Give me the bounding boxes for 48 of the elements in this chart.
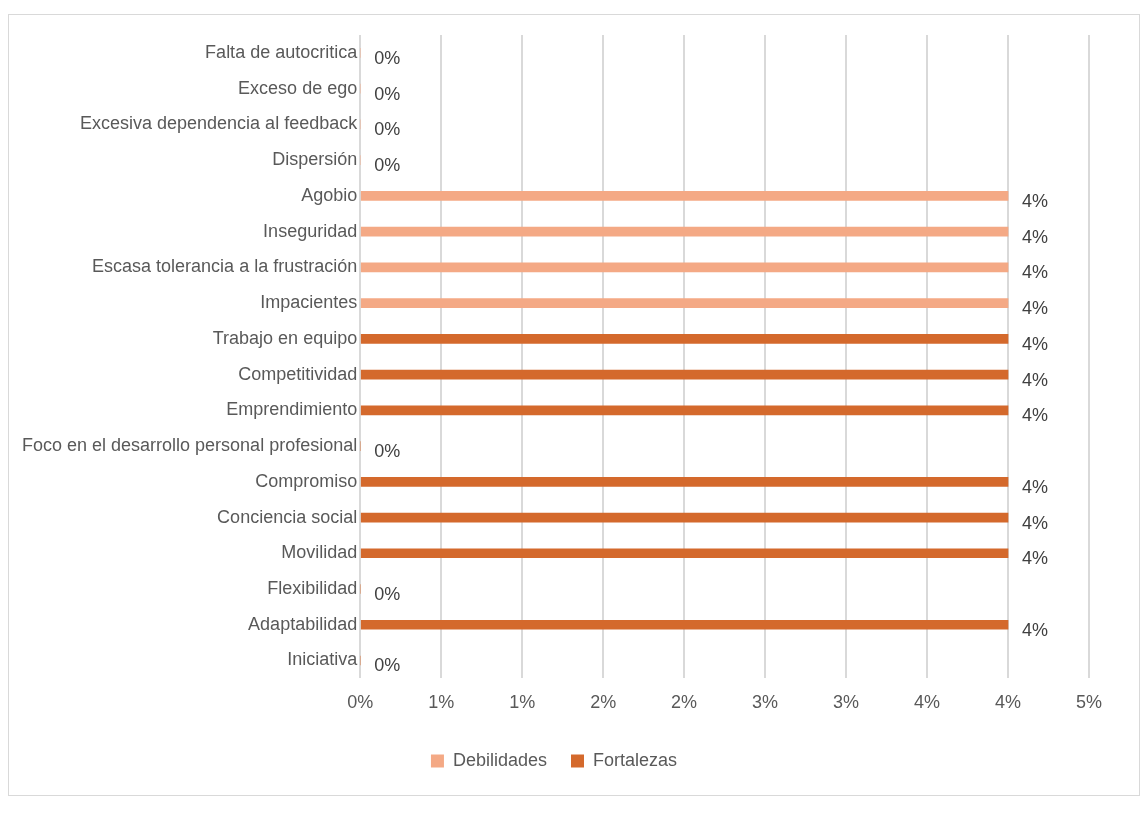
x-tick-label: 3% [833, 692, 860, 713]
y-tick-label: Trabajo en equipo [212, 327, 358, 348]
y-tick-label: Excesiva dependencia al feedback [79, 113, 359, 134]
x-tick-label: 0% [347, 692, 374, 713]
y-tick-label: Agobio [301, 184, 358, 205]
x-tick-label: 5% [1075, 692, 1103, 713]
data-label: 4% [1022, 190, 1049, 211]
x-tick-label: 2% [671, 692, 698, 713]
legend-label: Debilidades [452, 749, 548, 770]
y-tick-label: Escasa tolerancia a la frustración [92, 256, 358, 277]
data-label: 0% [374, 655, 401, 676]
data-label: 4% [1022, 226, 1049, 247]
x-tick-label: 1% [428, 692, 455, 713]
data-label: 4% [1022, 262, 1049, 283]
x-tick-label: 4% [995, 692, 1022, 713]
data-label: 4% [1022, 476, 1049, 497]
data-label: 0% [374, 119, 401, 140]
legend-label: Fortalezas [593, 749, 678, 770]
data-label: 4% [1022, 512, 1049, 533]
data-label: 4% [1022, 548, 1049, 569]
data-label: 4% [1022, 619, 1049, 640]
data-label: 0% [374, 584, 401, 605]
y-tick-label: Conciencia social [217, 506, 358, 527]
data-label: 0% [374, 441, 401, 462]
y-tick-label: Movilidad [281, 542, 358, 563]
y-tick-label: Adaptabilidad [248, 613, 358, 634]
y-tick-label: Inseguridad [263, 220, 358, 241]
y-tick-label: Iniciativa [287, 649, 359, 670]
data-label: 0% [374, 155, 401, 176]
data-label: 4% [1022, 333, 1049, 354]
data-label: 4% [1022, 369, 1049, 390]
data-label: 0% [374, 47, 401, 68]
x-tick-label: 4% [914, 692, 941, 713]
y-tick-label: Foco en el desarrollo personal profesional [21, 435, 358, 456]
data-label: 4% [1022, 298, 1049, 319]
x-tick-label: 1% [509, 692, 536, 713]
y-tick-label: Compromiso [255, 470, 358, 491]
y-tick-label: Competitividad [238, 363, 358, 384]
data-label: 0% [374, 83, 401, 104]
y-tick-label: Emprendimiento [226, 399, 358, 420]
y-tick-label: Flexibilidad [267, 578, 358, 599]
data-label: 4% [1022, 405, 1049, 426]
x-tick-label: 2% [590, 692, 617, 713]
y-tick-label: Dispersión [272, 149, 358, 170]
y-tick-label: Exceso de ego [238, 77, 358, 98]
y-tick-label: Impacientes [260, 292, 358, 313]
y-tick-label: Falta de autocritica [205, 41, 359, 62]
x-tick-label: 3% [752, 692, 779, 713]
